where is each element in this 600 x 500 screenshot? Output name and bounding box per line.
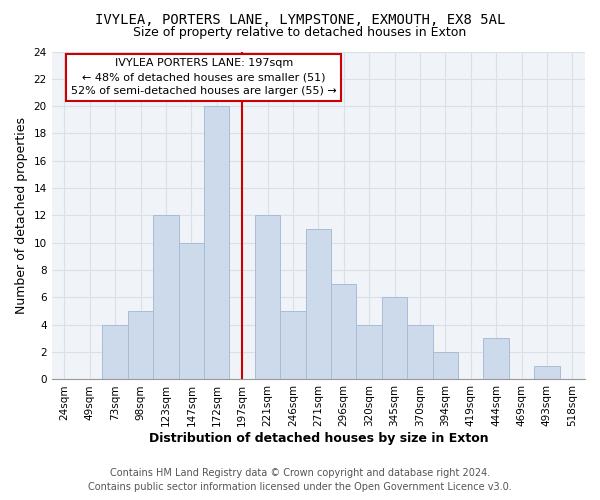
Bar — [534, 366, 560, 380]
Bar — [103, 325, 128, 380]
Bar — [407, 325, 433, 380]
Text: Size of property relative to detached houses in Exton: Size of property relative to detached ho… — [133, 26, 467, 39]
Bar — [305, 229, 331, 380]
X-axis label: Distribution of detached houses by size in Exton: Distribution of detached houses by size … — [149, 432, 488, 445]
Bar — [280, 311, 305, 380]
Bar — [356, 325, 382, 380]
Bar — [433, 352, 458, 380]
Y-axis label: Number of detached properties: Number of detached properties — [15, 117, 28, 314]
Bar — [153, 216, 179, 380]
Text: Contains HM Land Registry data © Crown copyright and database right 2024.
Contai: Contains HM Land Registry data © Crown c… — [88, 468, 512, 492]
Bar — [484, 338, 509, 380]
Bar — [331, 284, 356, 380]
Text: IVYLEA, PORTERS LANE, LYMPSTONE, EXMOUTH, EX8 5AL: IVYLEA, PORTERS LANE, LYMPSTONE, EXMOUTH… — [95, 12, 505, 26]
Bar — [382, 298, 407, 380]
Bar — [128, 311, 153, 380]
Bar — [255, 216, 280, 380]
Text: IVYLEA PORTERS LANE: 197sqm
← 48% of detached houses are smaller (51)
52% of sem: IVYLEA PORTERS LANE: 197sqm ← 48% of det… — [71, 58, 337, 96]
Bar — [204, 106, 229, 380]
Bar — [179, 243, 204, 380]
